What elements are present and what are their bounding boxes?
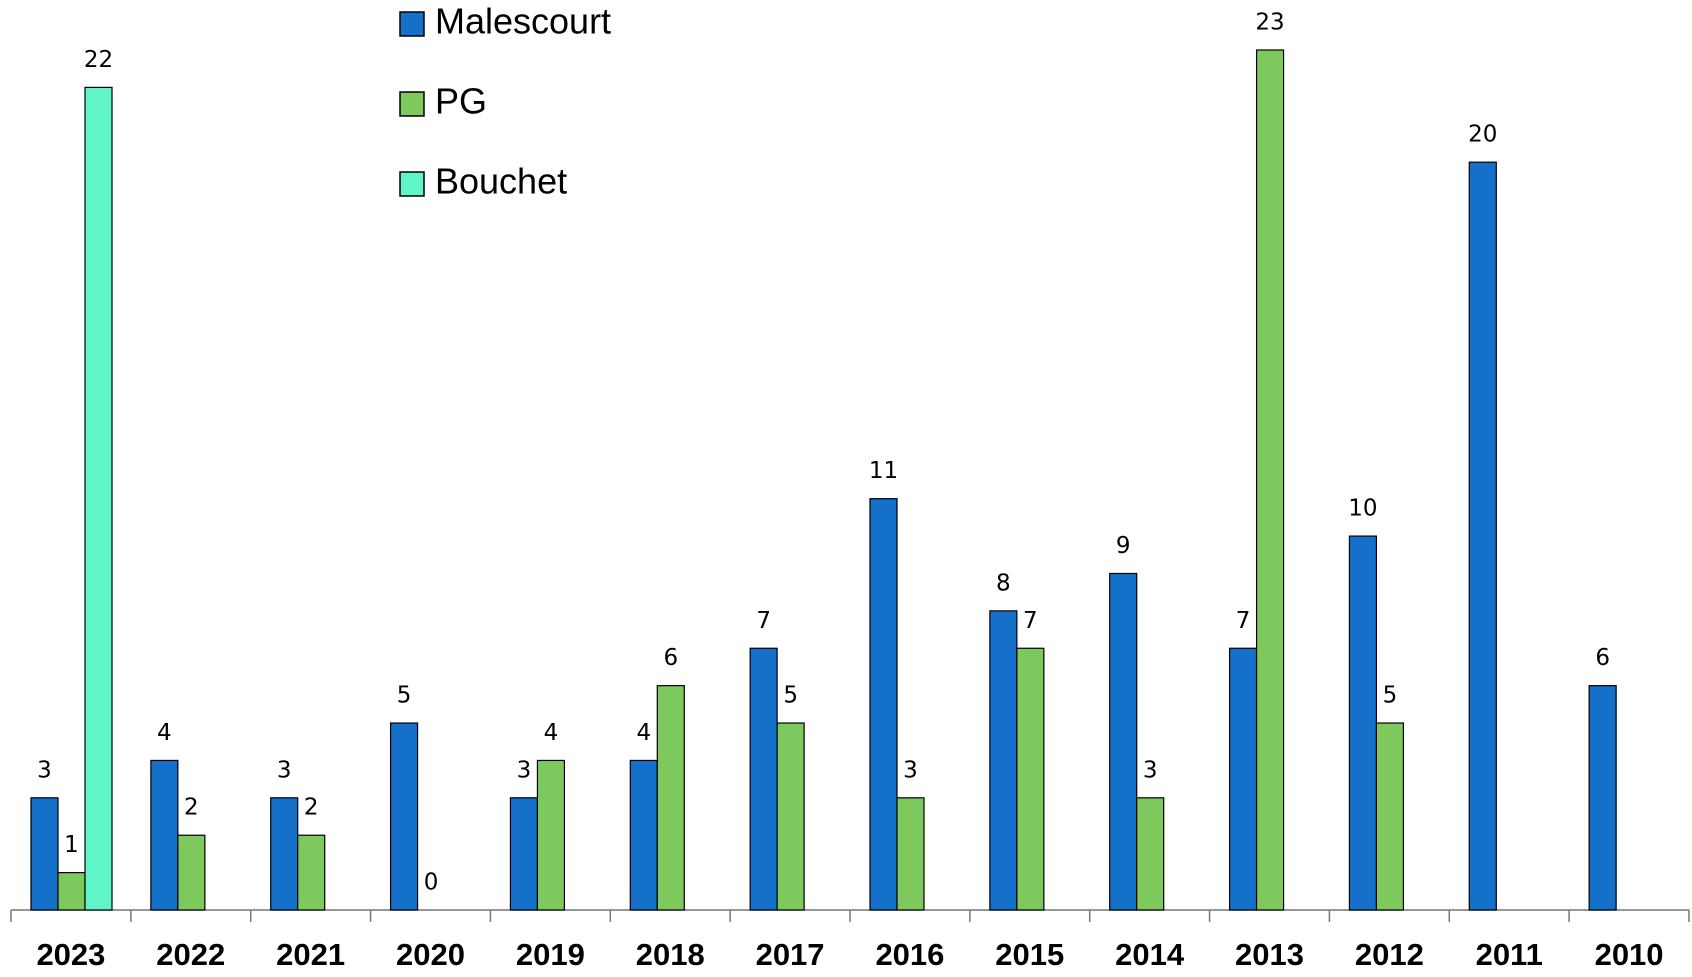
bar xyxy=(776,722,805,911)
data-label: 22 xyxy=(84,47,113,73)
bar xyxy=(1255,49,1285,911)
bar xyxy=(1136,797,1165,911)
x-tick-label: 2010 xyxy=(1595,937,1664,972)
data-label: 2 xyxy=(184,795,199,821)
legend-label: Malescourt xyxy=(435,1,611,42)
bar xyxy=(869,498,898,911)
x-tick-label: 2023 xyxy=(36,937,105,972)
data-label: 23 xyxy=(1255,10,1284,36)
data-label: 7 xyxy=(1236,608,1251,634)
data-label: 7 xyxy=(756,608,771,634)
data-label: 3 xyxy=(517,757,532,783)
data-label: 7 xyxy=(1023,608,1038,634)
bar xyxy=(84,86,113,911)
bar xyxy=(297,834,326,911)
x-tick-label: 2019 xyxy=(516,937,585,972)
x-tick-label: 2013 xyxy=(1235,937,1304,972)
bar xyxy=(749,647,778,911)
bar xyxy=(989,610,1018,911)
x-tick-label: 2022 xyxy=(156,937,225,972)
data-label: 3 xyxy=(903,757,918,783)
data-label: 8 xyxy=(996,570,1011,596)
data-label: 3 xyxy=(277,757,292,783)
x-tick-label: 2012 xyxy=(1355,937,1424,972)
bar xyxy=(1348,535,1378,911)
bar xyxy=(1375,722,1405,911)
x-tick-label: 2016 xyxy=(875,937,944,972)
bar xyxy=(177,834,206,911)
x-tick-label: 2015 xyxy=(995,937,1064,972)
x-tick-label: 2021 xyxy=(276,937,345,972)
data-label: 9 xyxy=(1116,533,1131,559)
data-label: 5 xyxy=(783,683,798,709)
data-label: 3 xyxy=(1143,757,1158,783)
bar xyxy=(1588,685,1617,911)
data-label: 4 xyxy=(544,720,559,746)
bar xyxy=(1016,647,1045,911)
bar xyxy=(1109,572,1138,911)
data-label: 4 xyxy=(636,720,651,746)
x-tick-label: 2011 xyxy=(1476,937,1543,972)
bar xyxy=(1228,647,1258,911)
data-label: 2 xyxy=(304,795,319,821)
bar xyxy=(896,797,925,911)
data-label: 5 xyxy=(1383,683,1398,709)
legend-swatch xyxy=(399,91,425,117)
data-label: 4 xyxy=(157,720,172,746)
bar xyxy=(536,759,566,911)
x-tick-label: 2017 xyxy=(756,937,825,972)
data-label: 6 xyxy=(1595,645,1610,671)
data-label: 5 xyxy=(397,683,412,709)
legend-swatch xyxy=(399,171,425,197)
data-label: 20 xyxy=(1468,122,1497,148)
data-label: 1 xyxy=(64,832,79,858)
data-label: 3 xyxy=(37,757,52,783)
legend-label: Bouchet xyxy=(435,161,567,202)
data-label: 0 xyxy=(424,870,439,896)
legend-swatch xyxy=(399,11,425,37)
bar xyxy=(1468,161,1497,911)
data-label: 6 xyxy=(663,645,678,671)
x-tick-label: 2014 xyxy=(1115,937,1185,972)
bar xyxy=(656,685,685,911)
x-tick-label: 2020 xyxy=(396,937,465,972)
bar xyxy=(30,797,59,911)
bar xyxy=(57,872,86,911)
bar xyxy=(150,759,179,911)
legend-label: PG xyxy=(435,81,487,122)
x-tick-label: 2018 xyxy=(636,937,705,972)
bar xyxy=(389,722,419,911)
bar xyxy=(509,797,539,911)
data-label: 11 xyxy=(869,458,898,484)
bar xyxy=(629,759,658,911)
bar xyxy=(270,797,299,911)
data-label: 10 xyxy=(1348,496,1377,522)
